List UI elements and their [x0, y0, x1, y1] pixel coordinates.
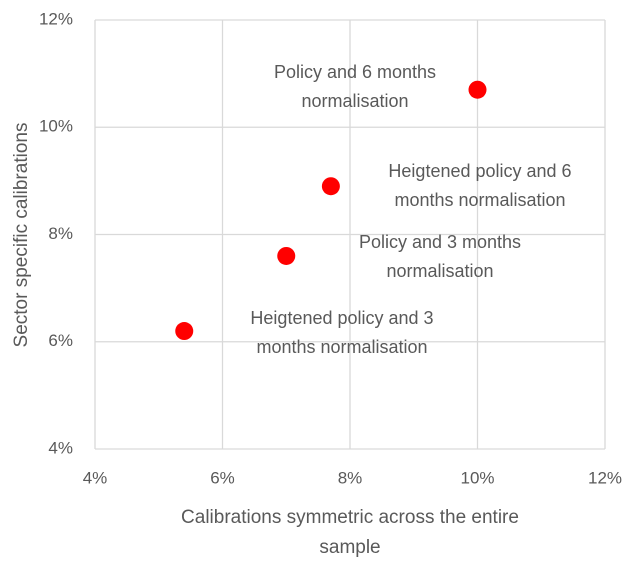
- x-tick-label: 4%: [83, 468, 108, 487]
- point-label: Heigtened policy and 6: [388, 161, 571, 181]
- point-label: months normalisation: [256, 337, 427, 357]
- point-label: Heigtened policy and 3: [250, 308, 433, 328]
- x-tick-label: 6%: [210, 468, 235, 487]
- y-tick-label: 6%: [48, 331, 73, 350]
- point-label: normalisation: [386, 261, 493, 281]
- y-tick-label: 8%: [48, 224, 73, 243]
- y-tick-label: 12%: [39, 9, 73, 28]
- y-tick-label: 4%: [48, 438, 73, 457]
- x-tick-label: 8%: [338, 468, 363, 487]
- point-label: Policy and 3 months: [359, 232, 521, 252]
- x-tick-label: 12%: [588, 468, 622, 487]
- point-label: normalisation: [301, 91, 408, 111]
- point: [468, 80, 487, 99]
- x-axis-title: Calibrations symmetric across the entire: [181, 507, 519, 528]
- point: [321, 177, 340, 196]
- point: [277, 246, 296, 265]
- y-axis-title: Sector specific calibrations: [11, 123, 32, 348]
- x-axis-title: sample: [319, 537, 380, 558]
- x-tick-label: 10%: [460, 468, 494, 487]
- point-label: Policy and 6 months: [274, 62, 436, 82]
- point: [175, 322, 194, 341]
- point-label: months normalisation: [394, 190, 565, 210]
- y-tick-label: 10%: [39, 117, 73, 136]
